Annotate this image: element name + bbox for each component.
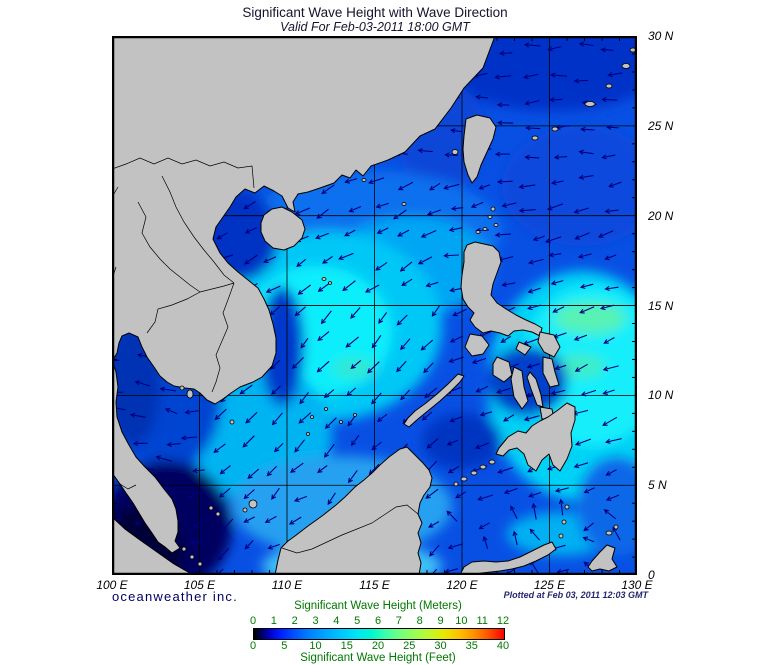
- lat-tick-label: 5 N: [648, 478, 667, 493]
- wave-height-colorbar: [253, 628, 505, 640]
- legend-tick: 8: [416, 615, 423, 627]
- lat-tick-label: 0: [648, 568, 655, 583]
- legend-tick: 12: [496, 615, 510, 627]
- lat-tick-label: 10 N: [648, 388, 674, 403]
- chart-title: Significant Wave Height with Wave Direct…: [242, 5, 508, 20]
- lon-tick-label: 125 E: [533, 578, 566, 592]
- lon-tick-label: 105 E: [183, 578, 216, 592]
- legend-tick: 5: [281, 640, 288, 652]
- plotted-timestamp: Plotted at Feb 03, 2011 12:03 GMT: [503, 590, 648, 600]
- lat-tick-label: 20 N: [648, 208, 674, 223]
- legend-tick: 35: [465, 640, 478, 652]
- legend-tick: 2: [291, 615, 298, 627]
- legend-tick: 40: [496, 640, 510, 652]
- legend-tick: 10: [455, 615, 468, 627]
- legend-tick: 1: [270, 615, 277, 627]
- legend-tick: 6: [374, 615, 382, 627]
- oceanweather-logo-text: oceanweather inc.: [112, 589, 238, 604]
- legend-tick: 20: [371, 640, 385, 652]
- chart-valid-time: Valid For Feb-03-2011 18:00 GMT: [280, 20, 470, 34]
- lon-tick-label: 110 E: [271, 578, 303, 592]
- legend-meters-ticks: 0 1 2 3 4 5 6 7 8 9 10 11 12: [249, 615, 509, 627]
- legend-tick: 15: [340, 640, 353, 652]
- lon-tick-label: 130 E: [621, 578, 653, 592]
- legend-feet-label: Significant Wave Height (Feet): [300, 652, 456, 664]
- legend-tick: 4: [333, 615, 340, 627]
- legend-tick: 3: [312, 615, 319, 627]
- legend-tick: 7: [395, 615, 402, 627]
- legend-tick: 0: [249, 615, 257, 627]
- legend-tick: 9: [437, 615, 444, 627]
- legend-tick: 0: [249, 640, 257, 652]
- legend-tick: 11: [476, 615, 488, 627]
- wave-height-map: [102, 21, 677, 596]
- lat-tick-label: 15 N: [648, 298, 674, 313]
- legend-tick: 10: [309, 640, 322, 652]
- lon-tick-label: 120 E: [446, 578, 478, 592]
- legend-tick: 5: [354, 615, 361, 627]
- legend-tick: 30: [434, 640, 447, 652]
- lat-tick-label: 30 N: [648, 29, 674, 43]
- lat-tick-label: 25 N: [648, 118, 674, 133]
- lon-tick-label: 115 E: [359, 578, 390, 592]
- lon-tick-label: 100 E: [96, 578, 128, 592]
- legend-feet-ticks: 0 5 10 15 20 25 30 35 40: [249, 640, 509, 652]
- legend-meters-label: Significant Wave Height (Meters): [294, 600, 462, 612]
- legend-tick: 25: [403, 640, 416, 652]
